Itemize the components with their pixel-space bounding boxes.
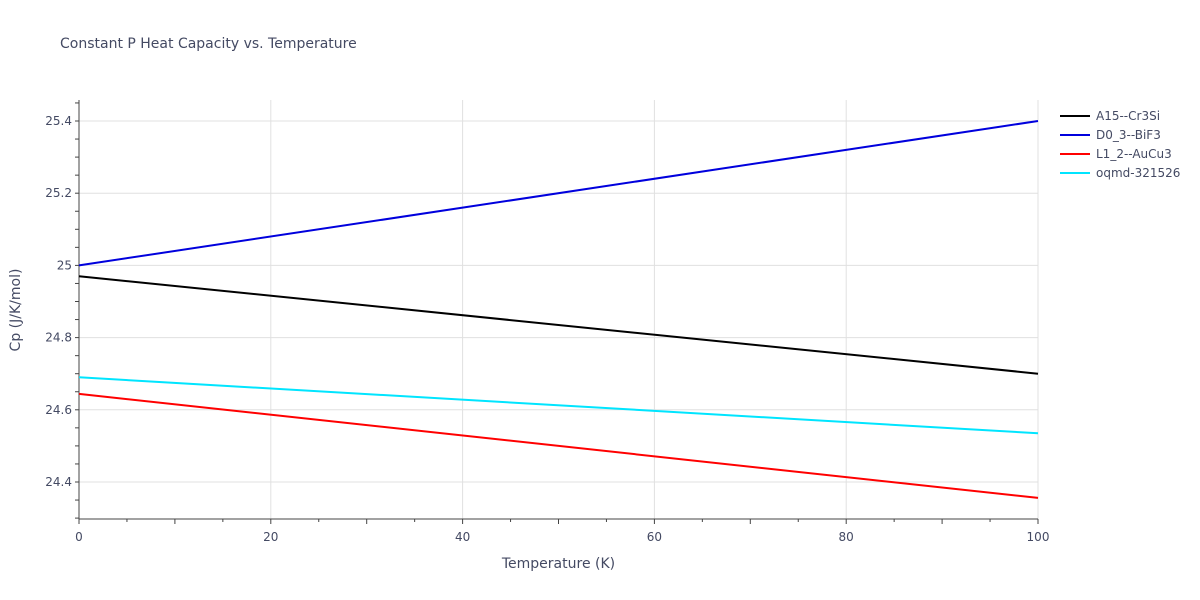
x-tick-label: 60 xyxy=(647,530,662,544)
x-tick-label: 100 xyxy=(1027,530,1050,544)
legend-item[interactable]: L1_2--AuCu3 xyxy=(1060,144,1180,163)
x-tick-label: 80 xyxy=(839,530,854,544)
legend-item[interactable]: A15--Cr3Si xyxy=(1060,106,1180,125)
x-tick-label: 0 xyxy=(75,530,83,544)
series-line xyxy=(78,120,1039,267)
legend-label: L1_2--AuCu3 xyxy=(1096,146,1172,161)
y-tick-label: 25.4 xyxy=(45,114,72,128)
legend-swatch xyxy=(1060,152,1090,155)
x-tick-label: 20 xyxy=(263,530,278,544)
legend-item[interactable]: oqmd-321526 xyxy=(1060,163,1180,182)
chart-title: Constant P Heat Capacity vs. Temperature xyxy=(60,36,357,52)
y-axis-label: Cp (J/K/mol) xyxy=(8,269,24,352)
series-line xyxy=(78,392,1039,499)
y-tick-label: 24.6 xyxy=(45,403,72,417)
legend-swatch xyxy=(1060,171,1090,174)
legend-label: A15--Cr3Si xyxy=(1096,108,1161,123)
legend-swatch xyxy=(1060,114,1090,117)
y-tick-label: 24.8 xyxy=(45,331,72,345)
y-tick-label: 24.4 xyxy=(45,475,72,489)
series-line xyxy=(78,376,1039,435)
series-line xyxy=(78,275,1039,375)
legend-label: oqmd-321526 xyxy=(1096,165,1181,180)
y-tick-label: 25 xyxy=(57,258,72,272)
legend-label: D0_3--BiF3 xyxy=(1096,127,1161,142)
legend-item[interactable]: D0_3--BiF3 xyxy=(1060,125,1180,144)
x-tick-label: 40 xyxy=(455,530,470,544)
legend-swatch xyxy=(1060,133,1090,136)
legend: A15--Cr3Si D0_3--BiF3 L1_2--AuCu3 oqmd-3… xyxy=(1060,106,1180,182)
y-tick-label: 25.2 xyxy=(45,186,72,200)
x-axis-label: Temperature (K) xyxy=(501,556,615,572)
